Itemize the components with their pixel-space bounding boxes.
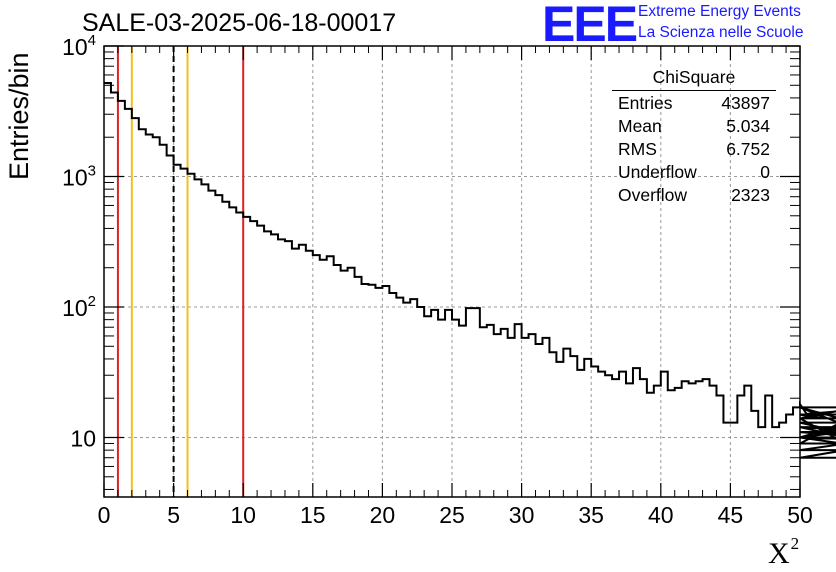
x-tick-label: 10 <box>230 502 256 528</box>
x-tick-label: 45 <box>718 502 744 528</box>
logo-subtitle-line1: Extreme Energy Events <box>638 3 801 20</box>
stats-label: Underflow <box>618 162 697 182</box>
y-tick-base: 10 <box>62 295 88 321</box>
grid-lines <box>104 46 800 497</box>
stats-title: ChiSquare <box>612 67 776 91</box>
axis-ticks <box>103 45 801 497</box>
y-tick-base: 10 <box>62 165 88 191</box>
y-tick-label: 103 <box>62 163 96 191</box>
y-tick-base: 10 <box>70 426 96 452</box>
reference-lines <box>116 46 245 497</box>
y-tick-label: 10 <box>70 426 96 452</box>
y-tick-exponent: 2 <box>88 293 96 310</box>
stats-row-underflow: Underflow 0 <box>610 161 778 184</box>
x-tick-label: 5 <box>167 502 180 528</box>
stats-label: Entries <box>618 93 673 113</box>
x-tick-label: 15 <box>300 502 326 528</box>
x-tick-label: 25 <box>439 502 465 528</box>
x-axis-label-superscript: 2 <box>790 534 800 553</box>
stats-value: 6.752 <box>726 139 770 159</box>
y-tick-label: 104 <box>62 32 96 60</box>
stats-value: 2323 <box>731 185 770 205</box>
stats-row-mean: Mean 5.034 <box>610 115 778 138</box>
y-tick-base: 10 <box>62 34 88 60</box>
logo-subtitle-line2: La Scienza nelle Scuole <box>638 24 804 41</box>
stats-row-overflow: Overflow 2323 <box>610 184 778 207</box>
y-tick-exponent: 3 <box>88 163 96 180</box>
x-axis-label-base: X <box>768 537 790 570</box>
stats-row-rms: RMS 6.752 <box>610 138 778 161</box>
x-tick-label: 40 <box>648 502 674 528</box>
x-tick-label: 30 <box>509 502 535 528</box>
x-tick-label: 35 <box>578 502 604 528</box>
stats-value: 43897 <box>721 93 770 113</box>
stats-box: ChiSquare Entries 43897 Mean 5.034 RMS 6.75… <box>610 67 778 207</box>
stats-label: Mean <box>618 116 662 136</box>
stats-value: 5.034 <box>726 116 770 136</box>
stats-value: 0 <box>760 162 770 182</box>
stats-label: RMS <box>618 139 657 159</box>
y-tick-label: 102 <box>62 293 96 321</box>
plot-title: SALE-03-2025-06-18-00017 <box>82 9 397 37</box>
stats-row-entries: Entries 43897 <box>610 92 778 115</box>
eee-logo: EEE <box>542 0 638 52</box>
y-tick-exponent: 4 <box>88 32 96 49</box>
x-tick-label: 50 <box>787 502 813 528</box>
x-axis-label: X2 <box>768 534 799 571</box>
x-tick-label: 0 <box>98 502 111 528</box>
stats-label: Overflow <box>618 185 688 205</box>
x-tick-label: 20 <box>370 502 396 528</box>
